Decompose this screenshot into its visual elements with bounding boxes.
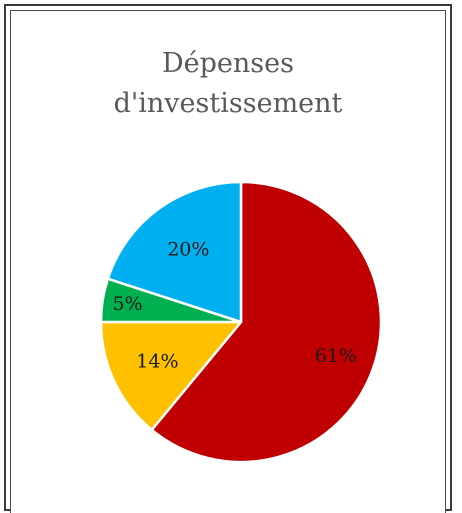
pie-labels: 61% 14% 5% 20%	[113, 239, 357, 373]
chart-title-line-2: d'investissement	[113, 88, 343, 119]
chart-title: Dépenses d'investissement	[11, 44, 445, 124]
pie-slice-label-2: 5%	[113, 293, 143, 315]
pie-slices	[99, 180, 383, 464]
chart-title-line-1: Dépenses	[162, 48, 294, 79]
pie-slice-0	[150, 180, 383, 464]
pie-slice-label-3: 20%	[167, 239, 209, 261]
pie-slice-1	[99, 320, 243, 432]
pie-slice-label-1: 14%	[136, 350, 178, 372]
pie-slice-3	[106, 180, 243, 324]
pie-slice-label-0: 61%	[315, 345, 357, 367]
